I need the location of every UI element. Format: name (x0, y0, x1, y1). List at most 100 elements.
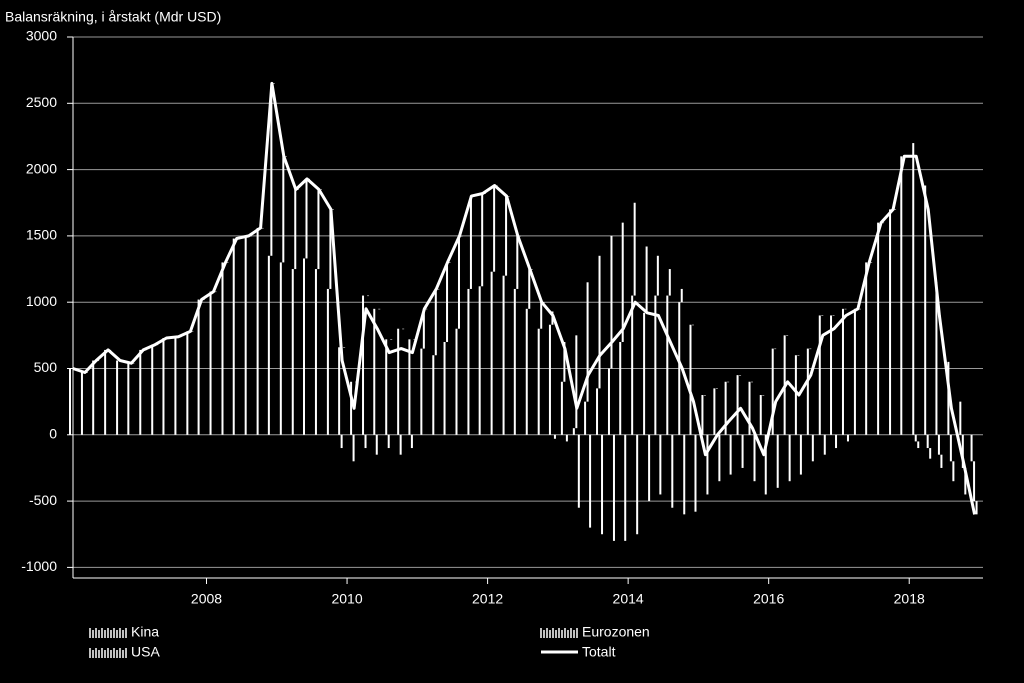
bar (666, 295, 669, 435)
bar (799, 434, 802, 475)
bar (530, 269, 533, 270)
bar (448, 262, 451, 263)
bar (870, 262, 873, 263)
bar (537, 328, 540, 435)
bar (516, 235, 519, 289)
bar (305, 178, 308, 259)
bar (513, 288, 516, 435)
bar (703, 395, 706, 396)
bar (612, 434, 615, 541)
bar (226, 262, 229, 263)
legend-icon (540, 628, 578, 638)
bar (553, 434, 556, 439)
bar (209, 291, 212, 435)
bar (507, 196, 510, 197)
bar (701, 395, 704, 435)
bar (818, 315, 821, 435)
y-tick-label: 1000 (26, 293, 57, 309)
bar (432, 355, 435, 435)
bar (811, 434, 814, 462)
bar (900, 156, 903, 435)
bar (654, 295, 657, 435)
bar (809, 348, 812, 350)
bar (596, 388, 599, 435)
bar (186, 331, 189, 435)
bar (832, 315, 835, 316)
bar (291, 269, 294, 435)
bar (586, 282, 589, 402)
bar (490, 271, 493, 435)
bar (174, 336, 177, 435)
bar (949, 434, 952, 462)
bar (643, 312, 646, 435)
bar (352, 434, 355, 462)
bar (656, 255, 659, 296)
bar (715, 388, 718, 389)
bar (267, 255, 270, 435)
bar (387, 434, 390, 449)
bar (97, 360, 100, 362)
legend-icon (89, 648, 127, 658)
chart-title: Balansräkning, i årstakt (Mdr USD) (5, 9, 221, 25)
bar (924, 185, 927, 435)
bar (917, 441, 920, 449)
bar (788, 434, 791, 482)
bar (481, 193, 484, 287)
bar (71, 368, 74, 369)
bar (776, 434, 779, 488)
bar (378, 308, 381, 310)
bar (478, 286, 481, 435)
bar (331, 209, 334, 210)
bar (563, 341, 566, 382)
bar (577, 434, 580, 508)
bar (589, 434, 592, 528)
bar (214, 291, 217, 293)
x-tick-label: 2018 (894, 591, 925, 607)
bar (882, 222, 885, 224)
bar (437, 288, 440, 290)
bar (338, 347, 341, 435)
bar (296, 189, 299, 190)
bar (926, 434, 929, 449)
bar (455, 328, 458, 435)
bar (548, 324, 551, 435)
y-tick-label: 2500 (26, 94, 57, 110)
bar (162, 337, 165, 435)
legend: Kina USA Eurozonen Totalt (89, 624, 650, 660)
bar (621, 222, 624, 342)
bar (748, 381, 751, 435)
bar (964, 467, 967, 495)
bar (191, 331, 194, 332)
bar (865, 262, 868, 435)
y-tick-label: -1000 (21, 558, 57, 574)
bar (914, 434, 917, 442)
bar (303, 258, 305, 435)
bar (739, 375, 742, 376)
bar (645, 246, 648, 313)
bar (413, 339, 416, 340)
bar (835, 434, 838, 449)
bar (961, 434, 964, 468)
bar (794, 355, 797, 435)
bar (858, 308, 861, 310)
bar (132, 363, 135, 364)
bar (830, 315, 833, 435)
bar (713, 388, 716, 435)
bar (973, 461, 976, 502)
bar (518, 235, 521, 237)
bar (889, 209, 892, 435)
bar (116, 360, 119, 435)
legend-label: Eurozonen (582, 624, 650, 640)
bar (350, 381, 353, 435)
bar (671, 434, 674, 508)
y-tick-label: -500 (29, 492, 57, 508)
bar (294, 189, 297, 270)
bar (375, 434, 378, 455)
bar (929, 448, 932, 459)
bar (279, 262, 282, 435)
bar (575, 335, 578, 429)
bar (797, 355, 800, 356)
bar (469, 196, 472, 289)
bar (806, 348, 809, 435)
bar (937, 434, 940, 455)
